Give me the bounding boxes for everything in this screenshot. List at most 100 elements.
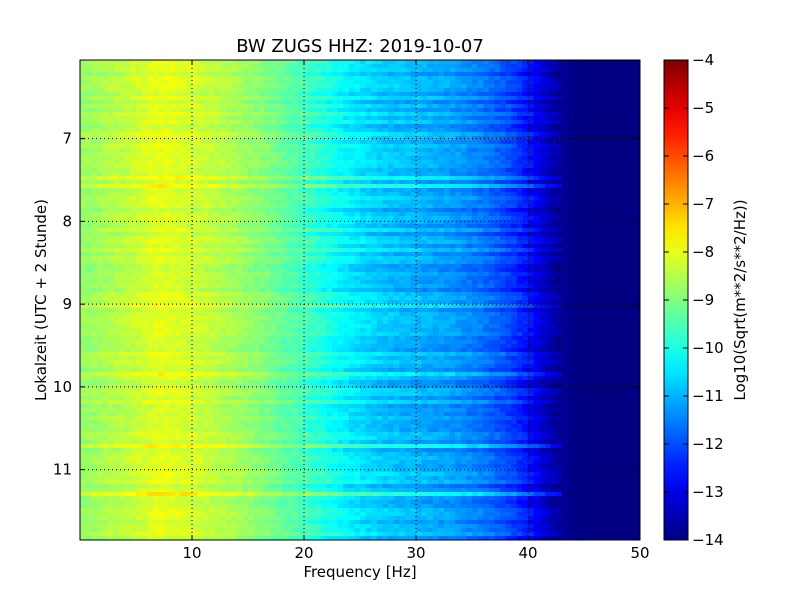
heatmap-cell (432, 140, 439, 145)
heatmap-cell (203, 184, 210, 189)
heatmap-cell (600, 168, 607, 173)
heatmap-cell (533, 160, 540, 165)
heatmap-cell (623, 232, 630, 237)
heatmap-cell (483, 168, 490, 173)
heatmap-cell (376, 176, 383, 181)
heatmap-cell (584, 156, 591, 161)
heatmap-cell (332, 140, 339, 145)
heatmap-cell (276, 144, 283, 149)
heatmap-cell (147, 188, 154, 193)
heatmap-cell (276, 176, 283, 181)
heatmap-cell (158, 232, 165, 237)
heatmap-cell (365, 224, 372, 229)
heatmap-cell (287, 136, 294, 141)
heatmap-cell (376, 232, 383, 237)
heatmap-cell (516, 100, 523, 105)
heatmap-cell (180, 212, 187, 217)
heatmap-cell (399, 152, 406, 157)
heatmap-cell (584, 252, 591, 257)
heatmap-cell (130, 224, 137, 229)
heatmap-cell (427, 104, 434, 109)
heatmap-cell (231, 76, 238, 81)
heatmap-cell (197, 156, 204, 161)
heatmap-cell (175, 200, 182, 205)
heatmap-cell (421, 104, 428, 109)
heatmap-cell (164, 144, 171, 149)
heatmap-cell (343, 188, 350, 193)
heatmap-cell (298, 140, 305, 145)
heatmap-cell (460, 160, 467, 165)
heatmap-cell (309, 160, 316, 165)
heatmap-cell (208, 68, 215, 73)
heatmap-cell (376, 144, 383, 149)
heatmap-cell (108, 148, 115, 153)
heatmap-cell (567, 164, 574, 169)
heatmap-cell (96, 232, 103, 237)
heatmap-cell (169, 168, 176, 173)
heatmap-cell (595, 252, 602, 257)
heatmap-cell (180, 148, 187, 153)
heatmap-cell (197, 148, 204, 153)
heatmap-cell (276, 104, 283, 109)
heatmap-cell (304, 248, 311, 253)
heatmap-cell (186, 148, 193, 153)
heatmap-cell (113, 204, 120, 209)
heatmap-cell (136, 160, 143, 165)
heatmap-cell (561, 240, 568, 245)
heatmap-cell (550, 196, 557, 201)
heatmap-cell (595, 60, 602, 65)
heatmap-cell (511, 96, 518, 101)
heatmap-cell (197, 208, 204, 213)
heatmap-cell (416, 200, 423, 205)
heatmap-cell (225, 116, 232, 121)
heatmap-cell (264, 140, 271, 145)
heatmap-cell (225, 200, 232, 205)
heatmap-cell (85, 144, 92, 149)
heatmap-cell (108, 60, 115, 65)
heatmap-cell (584, 220, 591, 225)
heatmap-cell (556, 76, 563, 81)
heatmap-cell (108, 108, 115, 113)
heatmap-cell (410, 216, 417, 221)
heatmap-cell (550, 164, 557, 169)
heatmap-cell (449, 244, 456, 249)
heatmap-cell (449, 240, 456, 245)
heatmap-cell (606, 124, 613, 129)
heatmap-cell (264, 232, 271, 237)
heatmap-cell (248, 188, 255, 193)
heatmap-cell (399, 244, 406, 249)
heatmap-cell (259, 176, 266, 181)
heatmap-cell (287, 84, 294, 89)
heatmap-cell (298, 132, 305, 137)
heatmap-cell (528, 128, 535, 133)
heatmap-cell (309, 164, 316, 169)
heatmap-cell (180, 88, 187, 93)
heatmap-cell (91, 216, 98, 221)
heatmap-cell (102, 104, 109, 109)
heatmap-cell (589, 96, 596, 101)
heatmap-cell (248, 244, 255, 249)
heatmap-cell (516, 200, 523, 205)
heatmap-cell (259, 224, 266, 229)
heatmap-cell (606, 200, 613, 205)
heatmap-cell (348, 92, 355, 97)
heatmap-cell (516, 60, 523, 65)
heatmap-cell (164, 204, 171, 209)
heatmap-cell (516, 108, 523, 113)
heatmap-cell (130, 120, 137, 125)
heatmap-cell (124, 184, 131, 189)
heatmap-cell (343, 148, 350, 153)
heatmap-cell (242, 236, 249, 241)
heatmap-cell (119, 68, 126, 73)
heatmap-cell (186, 128, 193, 133)
heatmap-cell (354, 84, 361, 89)
heatmap-cell (343, 236, 350, 241)
heatmap-cell (500, 148, 507, 153)
heatmap-cell (466, 248, 473, 253)
heatmap-cell (628, 180, 635, 185)
heatmap-cell (612, 208, 619, 213)
heatmap-cell (203, 172, 210, 177)
heatmap-cell (561, 100, 568, 105)
heatmap-cell (511, 68, 518, 73)
heatmap-cell (320, 212, 327, 217)
